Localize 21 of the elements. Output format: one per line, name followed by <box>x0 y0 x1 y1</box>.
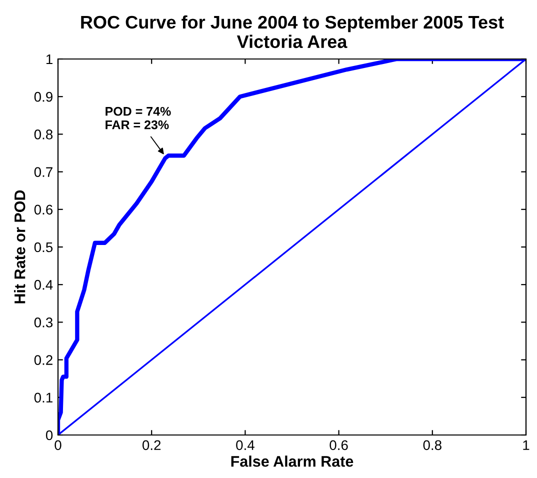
y-tick-label: 0.4 <box>34 280 53 290</box>
y-tick-label: 0.6 <box>34 204 53 215</box>
x-tick-label: 1 <box>523 440 530 450</box>
x-tick-label: 0 <box>54 440 62 450</box>
y-tick-label: 0.5 <box>34 242 53 252</box>
x-tick-label: 0.8 <box>423 440 442 450</box>
annotation: POD = 74% FAR = 23% <box>106 106 171 130</box>
x-axis-title: False Alarm Rate <box>231 456 354 467</box>
x-tick-label: 0.2 <box>142 440 161 450</box>
y-axis-title: Hit Rate or POD <box>14 190 26 304</box>
y-tick-label: 1 <box>46 54 52 64</box>
y-tick-label: 0.7 <box>34 167 52 177</box>
x-tick-label: 0.6 <box>330 440 348 450</box>
x-tick-label: 0.4 <box>236 440 254 450</box>
chart-title: ROC Curve for June 2004 to September 2005 Test Victoria Area <box>81 15 504 48</box>
y-tick-label: 0.8 <box>34 130 53 140</box>
y-tick-label: 0.3 <box>34 318 53 328</box>
y-tick-label: 0 <box>46 430 53 440</box>
y-tick-label: 0.9 <box>34 92 52 102</box>
y-tick-label: 0.2 <box>34 355 52 365</box>
y-tick-label: 0.1 <box>34 392 52 403</box>
